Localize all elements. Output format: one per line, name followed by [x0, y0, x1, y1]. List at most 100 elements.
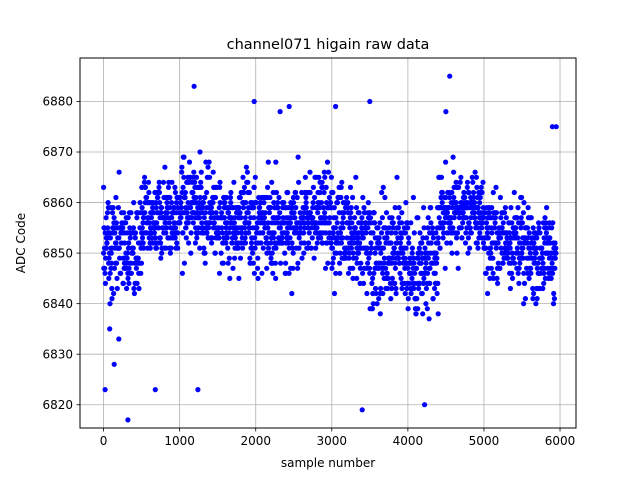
data-point [492, 225, 498, 231]
data-point [470, 189, 477, 196]
data-point [116, 169, 122, 175]
data-point [384, 235, 390, 241]
data-point [493, 184, 499, 190]
data-point [232, 235, 238, 241]
data-point [334, 220, 340, 226]
data-point [327, 200, 334, 206]
data-point [350, 275, 356, 281]
data-point [460, 210, 466, 216]
data-point [253, 200, 259, 206]
data-point [521, 301, 527, 307]
data-point [420, 235, 426, 241]
data-point [290, 265, 296, 271]
data-point [317, 189, 323, 196]
data-point [421, 205, 427, 211]
data-point [333, 250, 339, 256]
data-point [370, 301, 376, 307]
data-point [146, 220, 152, 226]
data-point [534, 235, 540, 241]
data-point [377, 311, 383, 317]
data-point [178, 200, 184, 206]
data-point [509, 270, 515, 276]
data-point [307, 169, 313, 175]
data-point [360, 194, 366, 201]
data-point [231, 179, 237, 185]
data-point [369, 280, 375, 286]
data-point [429, 225, 436, 231]
data-point [514, 215, 520, 221]
data-point [142, 174, 148, 180]
data-point [208, 205, 214, 211]
data-point [227, 225, 233, 231]
data-point [172, 184, 178, 190]
data-point [543, 220, 549, 226]
data-point [430, 235, 436, 241]
data-point [423, 260, 429, 266]
data-point [505, 255, 511, 261]
data-point [430, 296, 436, 302]
data-point [169, 215, 175, 221]
data-point [104, 240, 110, 246]
data-point [160, 225, 166, 231]
data-point [105, 200, 111, 206]
data-point [200, 200, 206, 206]
data-point [181, 260, 187, 266]
data-point [186, 159, 193, 165]
data-point [242, 225, 248, 231]
data-point [308, 245, 314, 251]
data-point [346, 250, 352, 256]
data-point [507, 245, 513, 251]
data-point [526, 230, 532, 236]
data-point [264, 265, 270, 271]
data-point [372, 250, 378, 256]
data-point [474, 184, 480, 190]
data-point [378, 285, 384, 292]
data-point [449, 189, 455, 196]
data-point [167, 205, 173, 211]
data-point [453, 179, 459, 185]
data-point [265, 225, 271, 231]
data-point [483, 245, 489, 251]
data-point [273, 275, 279, 281]
data-point [314, 225, 320, 231]
data-point [141, 179, 147, 185]
data-point [411, 255, 417, 261]
data-point [487, 275, 493, 281]
data-point [518, 215, 524, 221]
data-point [520, 245, 526, 251]
data-point [393, 285, 399, 292]
data-point [220, 260, 226, 266]
data-point [392, 260, 398, 266]
data-point [442, 265, 448, 271]
data-point [395, 225, 401, 231]
data-point [113, 240, 119, 246]
data-point [553, 245, 559, 251]
data-point [210, 169, 216, 175]
data-point [248, 240, 255, 246]
data-point [144, 194, 150, 201]
data-point [159, 250, 165, 256]
data-point [353, 205, 360, 211]
data-point [262, 210, 268, 216]
data-point [448, 240, 454, 246]
data-point [114, 260, 120, 266]
data-point [239, 230, 245, 236]
data-point [373, 290, 379, 297]
data-point [286, 270, 292, 276]
y-tick-label: 6870 [42, 145, 73, 159]
data-point [433, 250, 439, 256]
data-point [532, 255, 538, 261]
data-point [188, 215, 194, 221]
data-point [474, 240, 480, 246]
data-point [195, 387, 201, 393]
data-point [263, 235, 270, 241]
data-point [302, 174, 308, 180]
data-point [122, 240, 128, 246]
data-point [396, 260, 403, 266]
data-point [142, 210, 148, 216]
data-point [384, 230, 390, 236]
data-point [495, 240, 501, 246]
data-point [251, 98, 257, 105]
data-point [228, 189, 234, 196]
